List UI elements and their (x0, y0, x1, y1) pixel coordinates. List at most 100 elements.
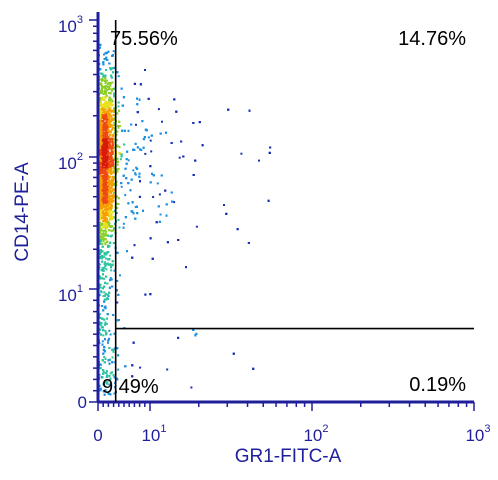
event-dot (104, 213, 107, 216)
event-dot (112, 196, 115, 199)
event-dot (113, 392, 116, 395)
event-dot (100, 161, 102, 164)
event-dot (102, 206, 105, 208)
event-dot (109, 202, 111, 204)
event-dot (102, 370, 105, 373)
event-dot (101, 96, 104, 99)
event-dot (158, 220, 161, 223)
event-dot (100, 187, 103, 190)
event-dot (135, 166, 138, 169)
event-dot (134, 142, 137, 145)
event-dot (101, 114, 104, 117)
event-dot (138, 175, 141, 178)
event-dot (102, 239, 105, 242)
event-dot (110, 187, 113, 189)
event-dot (109, 358, 111, 361)
event-dot (106, 208, 109, 211)
event-dot (142, 146, 145, 149)
event-dot (107, 183, 109, 186)
event-dot (110, 216, 113, 219)
event-dot (111, 179, 114, 182)
event-dot (100, 201, 103, 204)
event-dot (110, 89, 113, 92)
event-dot (105, 333, 108, 336)
event-dot (107, 203, 110, 206)
event-dot (110, 185, 113, 188)
event-dot (107, 251, 110, 254)
event-dot (104, 148, 107, 151)
event-dot (122, 222, 125, 225)
event-dot (107, 50, 110, 53)
event-dot (111, 217, 114, 220)
event-dot (143, 136, 146, 139)
event-dot (138, 98, 141, 101)
event-dot (105, 182, 108, 184)
event-dot (102, 309, 105, 312)
event-dot (141, 120, 144, 123)
event-dot (227, 108, 230, 111)
event-dot (99, 203, 102, 206)
event-dot (111, 54, 114, 57)
event-dot (104, 223, 107, 226)
event-dot (102, 92, 105, 95)
event-dot (110, 235, 112, 238)
event-dot (103, 224, 106, 227)
event-dot (108, 200, 111, 203)
event-dot (112, 126, 115, 129)
event-dot (108, 229, 111, 232)
event-dot (102, 190, 105, 193)
event-dot (100, 78, 103, 81)
event-dot (113, 157, 116, 160)
event-dot (106, 221, 109, 223)
event-dot (108, 155, 111, 158)
event-dot (110, 189, 113, 192)
event-dot (102, 390, 105, 393)
event-dot (107, 359, 110, 362)
event-dot (113, 192, 116, 194)
event-dot (109, 254, 112, 257)
event-dot (106, 101, 109, 104)
event-dot (104, 172, 107, 175)
event-dot (104, 372, 107, 374)
event-dot (103, 298, 106, 301)
event-dot (105, 69, 107, 71)
event-dot (109, 183, 112, 186)
event-dot (104, 180, 107, 183)
event-dot (106, 181, 109, 184)
event-dot (108, 222, 111, 225)
event-dot (139, 83, 142, 86)
event-dot (101, 188, 104, 191)
event-dot (103, 137, 106, 140)
event-dot (107, 164, 110, 167)
event-dot (111, 152, 114, 155)
event-dot (118, 146, 121, 148)
event-dot (104, 163, 107, 166)
event-dot (107, 143, 110, 146)
event-dot (107, 221, 110, 224)
event-dot (142, 209, 144, 212)
event-dot (108, 100, 111, 103)
event-dot (149, 293, 152, 296)
event-dot (160, 174, 163, 177)
event-dot (232, 352, 235, 355)
event-dot (112, 194, 115, 196)
event-dot (102, 172, 105, 175)
event-dot (99, 201, 102, 204)
event-dot (101, 157, 103, 160)
event-dot (104, 323, 106, 326)
event-dot (107, 245, 110, 248)
event-dot (111, 140, 114, 143)
event-dot (109, 277, 112, 280)
event-dot (107, 113, 110, 116)
event-dot (108, 329, 111, 332)
event-dot (175, 110, 178, 113)
event-dot (109, 106, 112, 109)
event-dot (107, 341, 109, 344)
event-dot (100, 209, 103, 212)
event-dot (99, 286, 102, 289)
event-dot (113, 132, 116, 135)
event-dot (100, 151, 103, 154)
event-dot (103, 136, 106, 139)
event-dot (117, 168, 120, 170)
event-dot (100, 326, 103, 329)
